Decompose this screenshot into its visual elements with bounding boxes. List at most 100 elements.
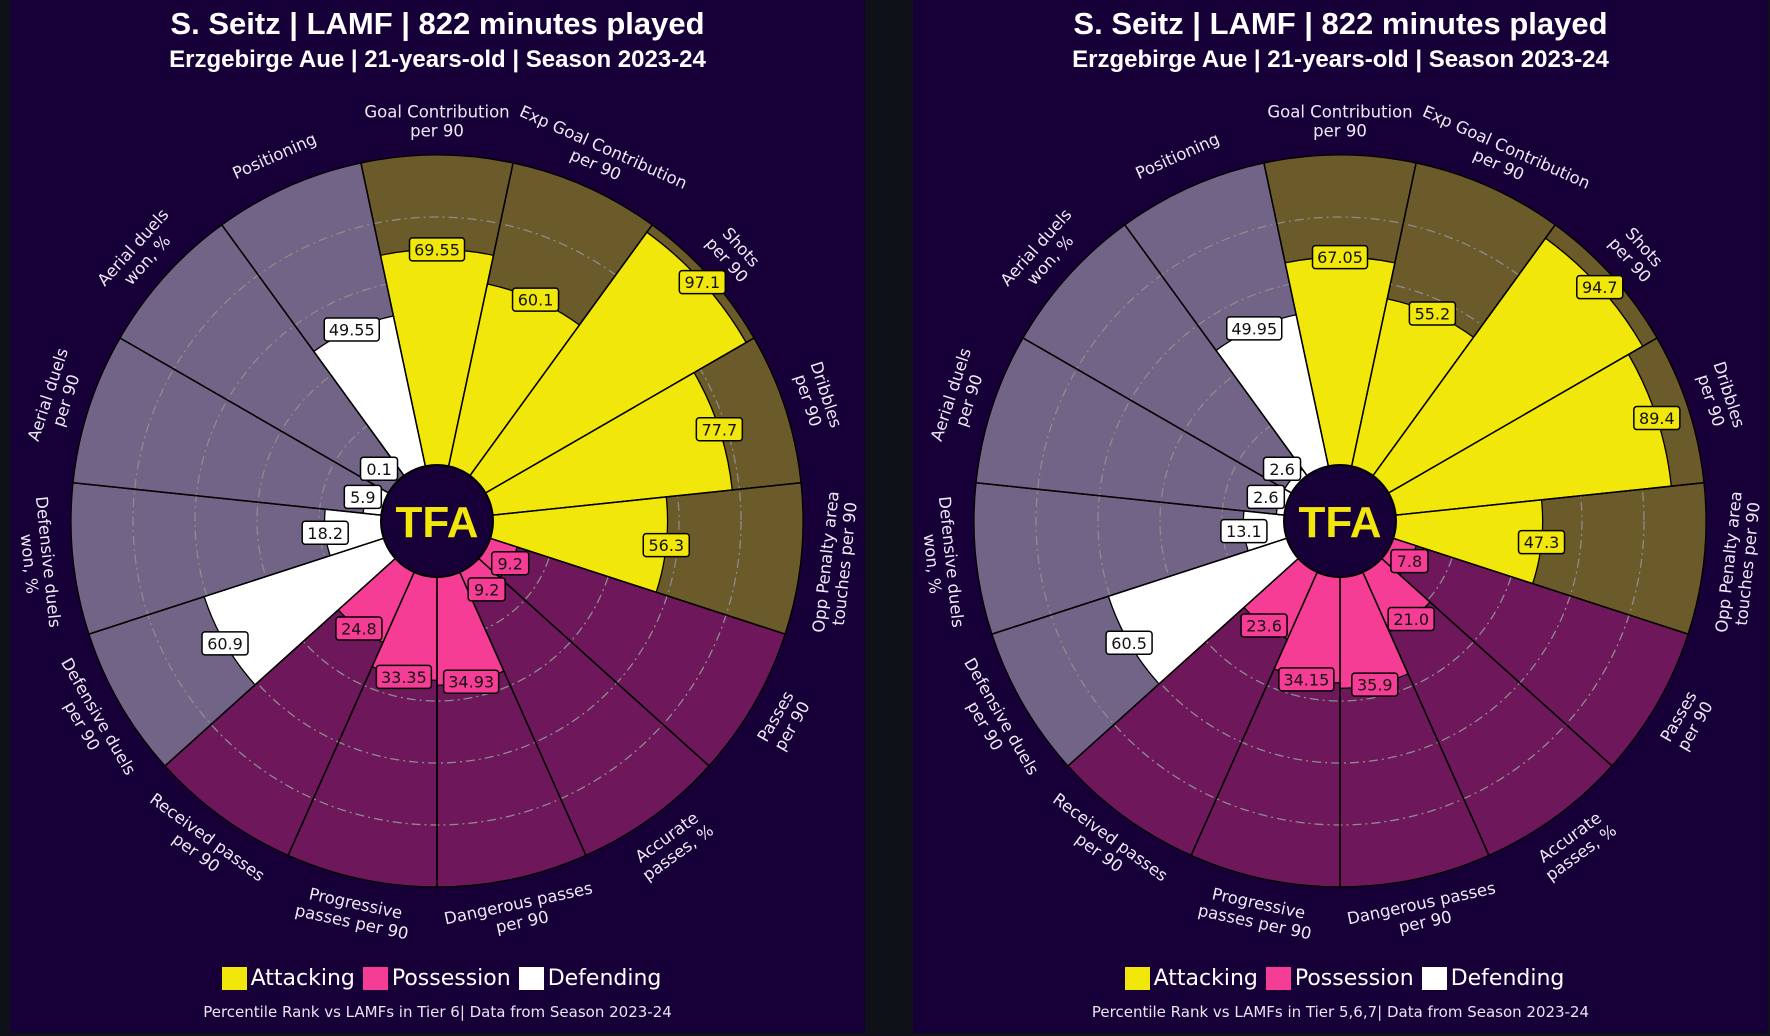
value-label-text: 23.6: [1246, 616, 1282, 635]
value-label-text: 5.9: [350, 488, 375, 507]
value-label-box: [335, 616, 383, 641]
value-label-box: [467, 577, 506, 602]
value-label-text: 49.55: [329, 321, 375, 340]
slice-separator: [1067, 557, 1299, 767]
slice-separator: [1263, 162, 1330, 467]
legend-label-attacking: Attacking: [250, 966, 355, 991]
category-label: Dribblesper 90: [1691, 359, 1748, 436]
value-label-box: [1408, 301, 1457, 326]
value-label-text: 60.5: [1111, 634, 1147, 653]
slice-separator: [991, 537, 1287, 635]
value-label-text: 60.1: [518, 291, 554, 310]
slice-background: [436, 520, 786, 767]
category-label: Aerial duelsper 90: [927, 346, 993, 450]
value-label-text: 34.93: [448, 673, 494, 692]
value-label: 2.6: [1246, 484, 1286, 510]
legend-swatch-attacking: [1124, 967, 1150, 990]
value-label-box: [1517, 529, 1566, 555]
value-label: 18.2: [301, 520, 349, 546]
value-label: 9.2: [490, 551, 530, 576]
value-label-text: 33.35: [381, 668, 427, 687]
value-label: 9.2: [467, 577, 506, 602]
slice-separator: [72, 481, 382, 516]
value-label-box: [301, 520, 349, 546]
category-label: Progressivepasses per 90: [293, 882, 414, 943]
category-label: Defensive duelswon, %: [13, 495, 65, 630]
slice-separator: [459, 571, 587, 856]
category-label: Passesper 90: [754, 688, 815, 755]
value-label-text: 89.4: [1639, 409, 1675, 428]
category-label: Goal Contribution per 90: [1267, 103, 1412, 141]
category-label: Dangerous passesper 90: [1345, 878, 1501, 947]
value-label-text: 69.55: [414, 240, 460, 259]
legend: Attacking Possession Defending: [913, 966, 1768, 991]
value-label-text: 34.15: [1283, 670, 1329, 689]
value-label-box: [678, 269, 727, 295]
value-label: 21.0: [1387, 606, 1435, 632]
value-label-box: [359, 456, 399, 482]
logo-text: TFA: [1298, 498, 1381, 547]
value-label-text: 94.7: [1582, 278, 1618, 297]
pizza-panel-tier567: S. Seitz | LAMF | 822 minutes played Erz…: [913, 0, 1768, 1033]
legend-swatch-possession: [362, 967, 388, 990]
category-label: Opp Penalty areatouches per 90: [809, 490, 862, 635]
category-label: Passesper 90: [1657, 688, 1718, 755]
value-label-text: 60.9: [207, 634, 243, 653]
chart-footer: Percentile Rank vs LAMFs in Tier 5,6,7| …: [1091, 1003, 1590, 1021]
value-label-box: [1633, 405, 1681, 431]
value-label: 94.7: [1576, 274, 1624, 300]
value-label: 34.93: [442, 669, 500, 694]
value-label-text: 67.05: [1317, 248, 1363, 267]
value-label-box: [695, 417, 744, 442]
slice-separator: [1190, 571, 1318, 856]
value-label-box: [1240, 613, 1288, 638]
legend-swatch-possession: [1265, 967, 1291, 990]
value-label-text: 18.2: [307, 524, 343, 543]
legend-label-attacking: Attacking: [1153, 966, 1258, 991]
value-label-box: [1390, 548, 1429, 574]
slice-background: [975, 337, 1341, 522]
category-label: Opp Penalty areatouches per 90: [1712, 490, 1765, 635]
value-label-text: 49.95: [1231, 319, 1277, 338]
category-label: Dribblesper 90: [788, 359, 845, 436]
logo-circle: [380, 464, 494, 578]
value-label: 97.1: [678, 269, 727, 295]
value-label: 35.9: [1351, 672, 1399, 697]
value-label-text: 9.2: [497, 554, 522, 573]
value-label-box: [1105, 630, 1153, 656]
value-label: 24.8: [335, 616, 383, 641]
grid-circle: [194, 278, 680, 764]
slice-background: [72, 337, 438, 522]
value-label: 67.05: [1311, 244, 1369, 270]
slice-separator: [469, 224, 653, 477]
slice-separator: [1022, 337, 1292, 494]
slice-separator: [360, 162, 427, 467]
chart-title: S. Seitz | LAMF | 822 minutes played: [170, 6, 705, 41]
category-label: Positioning: [230, 129, 320, 183]
logo-circle: [1283, 464, 1397, 578]
slice-separator: [1362, 571, 1490, 856]
value-label-text: 2.6: [1269, 460, 1294, 479]
value-label-box: [323, 317, 380, 342]
value-label-box: [1576, 274, 1624, 300]
chart-subtitle: Erzgebirge Aue | 21-years-old | Season 2…: [1072, 46, 1609, 73]
value-label: 47.3: [1517, 529, 1566, 555]
slice-separator: [88, 537, 384, 635]
chart-title: S. Seitz | LAMF | 822 minutes played: [1073, 6, 1608, 41]
category-label: Aerial duelsper 90: [24, 346, 90, 450]
value-label: 77.7: [695, 417, 744, 442]
value-label: 5.9: [343, 484, 383, 510]
value-label-text: 24.8: [341, 620, 377, 639]
value-label-box: [490, 551, 530, 576]
value-label-text: 21.0: [1393, 610, 1429, 629]
legend-label-defending: Defending: [1450, 966, 1565, 991]
slice-separator: [447, 162, 514, 467]
slice-background: [119, 223, 438, 522]
value-label: 13.1: [1220, 518, 1268, 544]
slice-separator: [975, 481, 1285, 516]
slice-separator: [1350, 162, 1417, 467]
value-label-text: 2.6: [1253, 488, 1278, 507]
value-label: 23.6: [1240, 613, 1288, 638]
value-label-box: [1387, 606, 1435, 632]
